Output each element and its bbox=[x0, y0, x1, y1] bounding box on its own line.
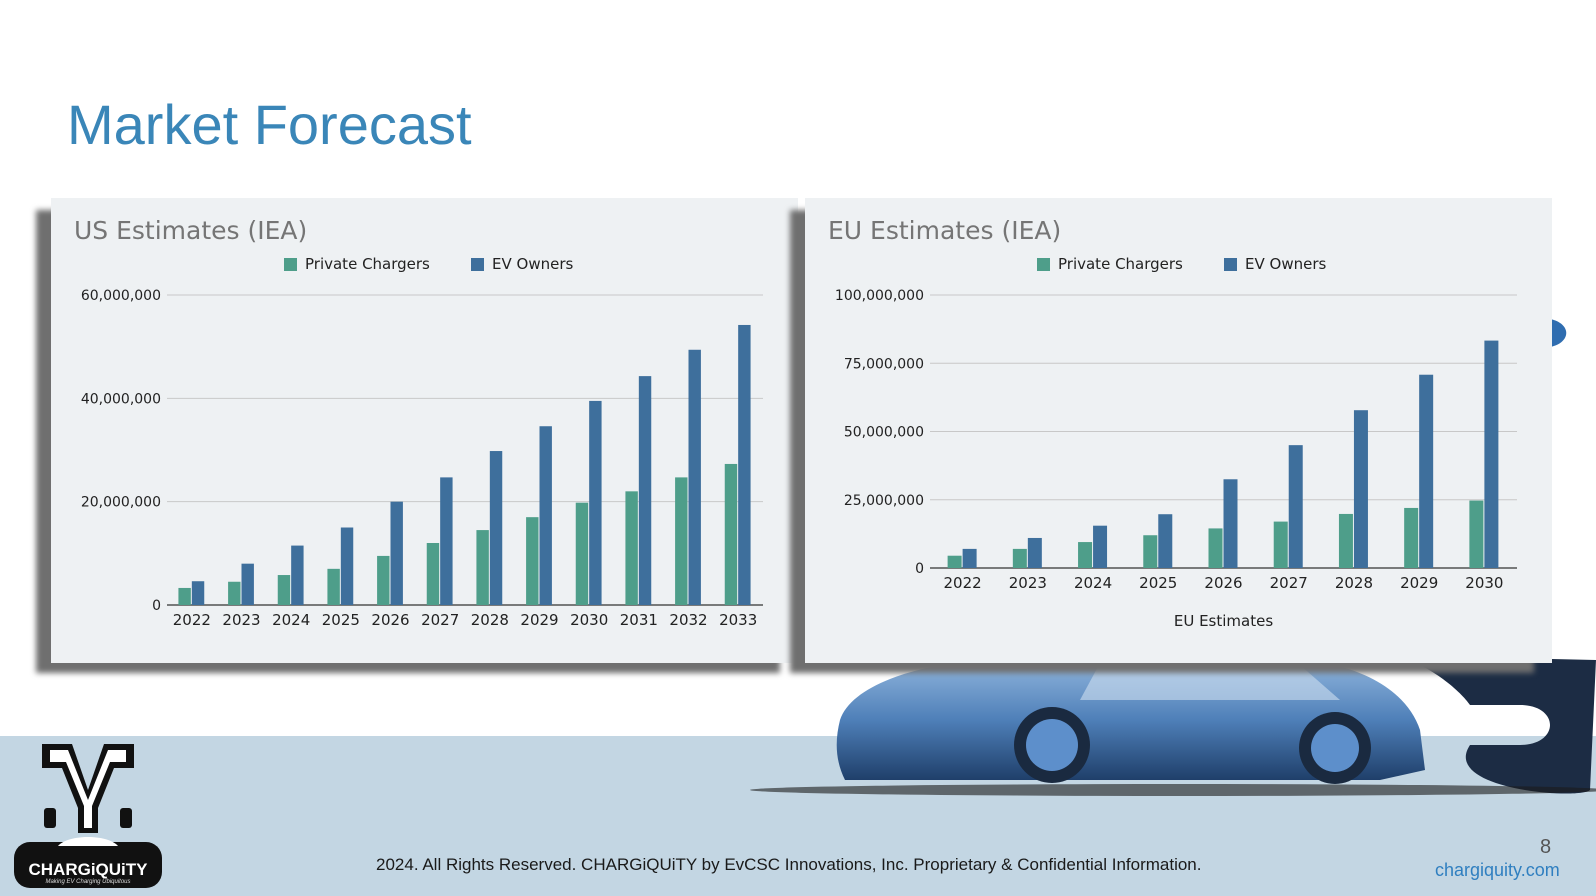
x-tick-label: 2030 bbox=[1465, 574, 1503, 592]
x-tick-label: 2030 bbox=[570, 611, 608, 629]
legend-swatch bbox=[471, 258, 484, 271]
bar-private-chargers-2032 bbox=[675, 477, 688, 605]
x-tick-label: 2028 bbox=[1335, 574, 1373, 592]
bar-private-chargers-2024 bbox=[1078, 542, 1093, 568]
bar-private-chargers-2033 bbox=[724, 463, 738, 605]
logo-wordmark: CHARGiQUiTY bbox=[28, 860, 148, 879]
x-tick-label: 2022 bbox=[173, 611, 211, 629]
x-tick-label: 2026 bbox=[1204, 574, 1242, 592]
bar-ev-owners-2023 bbox=[1027, 537, 1042, 568]
y-tick-label: 20,000,000 bbox=[81, 495, 161, 511]
x-tick-label: 2025 bbox=[1139, 574, 1177, 592]
us-estimates-chart: US Estimates (IEA) 0 20,000,000 40,000,000… bbox=[51, 198, 798, 663]
bar-ev-owners-2028 bbox=[1353, 410, 1368, 568]
page-number: 8 bbox=[1540, 836, 1552, 858]
y-tick-label: 60,000,000 bbox=[81, 288, 161, 304]
bar-ev-owners-2026 bbox=[1223, 479, 1238, 568]
bar-ev-owners-2027 bbox=[440, 477, 453, 605]
x-tick-label: 2023 bbox=[222, 611, 260, 629]
bar-private-chargers-2028 bbox=[476, 530, 489, 605]
bar-ev-owners-2025 bbox=[1158, 514, 1173, 568]
bar-private-chargers-2030 bbox=[575, 502, 589, 605]
x-tick-label: 2024 bbox=[272, 611, 310, 629]
bar-ev-owners-2032 bbox=[688, 349, 701, 605]
slide-title: Market Forecast bbox=[67, 93, 472, 156]
us-chart-svg: 0 20,000,000 40,000,000 60,000,000 2022 2023 2… bbox=[81, 255, 763, 629]
x-tick-label: 2027 bbox=[421, 611, 459, 629]
bar-private-chargers-2024 bbox=[277, 575, 291, 605]
bar-ev-owners-2027 bbox=[1288, 445, 1303, 568]
legend-label: Private Chargers bbox=[1058, 255, 1183, 273]
eu-chart-svg: 0 25,000,000 50,000,000 75,000,000 100,000,0… bbox=[835, 255, 1517, 630]
x-axis-title: EU Estimates bbox=[1174, 612, 1273, 630]
bar-private-chargers-2027 bbox=[1273, 521, 1288, 568]
bar-private-chargers-2027 bbox=[426, 543, 440, 605]
x-tick-label: 2029 bbox=[520, 611, 558, 629]
bar-ev-owners-2026 bbox=[390, 501, 403, 605]
x-tick-label: 2025 bbox=[322, 611, 360, 629]
bar-ev-owners-2028 bbox=[489, 451, 503, 605]
bar-ev-owners-2023 bbox=[241, 563, 254, 605]
bar-ev-owners-2030 bbox=[589, 400, 602, 605]
chart-title: US Estimates (IEA) bbox=[74, 216, 308, 245]
x-tick-label: 2028 bbox=[471, 611, 509, 629]
y-tick-label: 40,000,000 bbox=[81, 391, 161, 407]
y-tick-label: 75,000,000 bbox=[844, 356, 924, 372]
eu-estimates-chart: EU Estimates (IEA) 0 25,000,000 50,000,000… bbox=[805, 198, 1552, 663]
bar-private-chargers-2026 bbox=[377, 555, 390, 605]
chargiquity-logo bbox=[14, 744, 162, 888]
bar-private-chargers-2030 bbox=[1469, 500, 1484, 568]
x-tick-label: 2022 bbox=[944, 574, 982, 592]
bar-ev-owners-2025 bbox=[340, 527, 354, 605]
legend-label: EV Owners bbox=[1245, 255, 1326, 273]
legend-swatch bbox=[284, 258, 297, 271]
y-tick-label: 0 bbox=[915, 561, 924, 577]
y-tick-label: 25,000,000 bbox=[844, 493, 924, 509]
bar-ev-owners-2030 bbox=[1484, 340, 1499, 568]
bar-private-chargers-2026 bbox=[1208, 528, 1223, 568]
x-tick-label: 2029 bbox=[1400, 574, 1438, 592]
bar-private-chargers-2025 bbox=[1143, 535, 1158, 568]
bar-ev-owners-2031 bbox=[638, 376, 652, 605]
bar-ev-owners-2022 bbox=[962, 548, 977, 568]
bar-private-chargers-2029 bbox=[526, 517, 539, 605]
bar-ev-owners-2022 bbox=[191, 581, 205, 605]
bar-ev-owners-2029 bbox=[539, 426, 552, 605]
bar-private-chargers-2022 bbox=[178, 587, 191, 605]
bar-private-chargers-2025 bbox=[327, 568, 340, 605]
y-tick-label: 0 bbox=[152, 598, 161, 614]
bar-private-chargers-2023 bbox=[228, 581, 241, 605]
x-tick-label: 2031 bbox=[620, 611, 658, 629]
bar-private-chargers-2022 bbox=[947, 555, 962, 568]
y-tick-label: 100,000,000 bbox=[835, 288, 924, 304]
bar-private-chargers-2028 bbox=[1338, 513, 1353, 568]
chart-title: EU Estimates (IEA) bbox=[828, 216, 1062, 245]
bar-ev-owners-2033 bbox=[738, 324, 751, 605]
x-tick-label: 2032 bbox=[669, 611, 707, 629]
bar-ev-owners-2029 bbox=[1419, 374, 1434, 568]
x-tick-label: 2023 bbox=[1009, 574, 1047, 592]
bar-private-chargers-2029 bbox=[1404, 507, 1419, 568]
legend-label: Private Chargers bbox=[305, 255, 430, 273]
legend-swatch bbox=[1224, 258, 1237, 271]
bar-ev-owners-2024 bbox=[291, 545, 304, 605]
logo-tagline: Making EV Charging Ubiquitous bbox=[45, 879, 131, 885]
website-link[interactable]: chargiquity.com bbox=[1435, 860, 1560, 880]
x-tick-label: 2026 bbox=[371, 611, 409, 629]
copyright-notice: 2024. All Rights Reserved. CHARGiQUiTY b… bbox=[376, 855, 1202, 874]
bar-private-chargers-2031 bbox=[625, 491, 638, 605]
bar-ev-owners-2024 bbox=[1093, 525, 1108, 568]
x-tick-label: 2033 bbox=[719, 611, 757, 629]
bar-private-chargers-2023 bbox=[1012, 548, 1027, 568]
x-tick-label: 2027 bbox=[1270, 574, 1308, 592]
legend-label: EV Owners bbox=[492, 255, 573, 273]
x-tick-label: 2024 bbox=[1074, 574, 1112, 592]
legend-swatch bbox=[1037, 258, 1050, 271]
y-tick-label: 50,000,000 bbox=[844, 425, 924, 441]
